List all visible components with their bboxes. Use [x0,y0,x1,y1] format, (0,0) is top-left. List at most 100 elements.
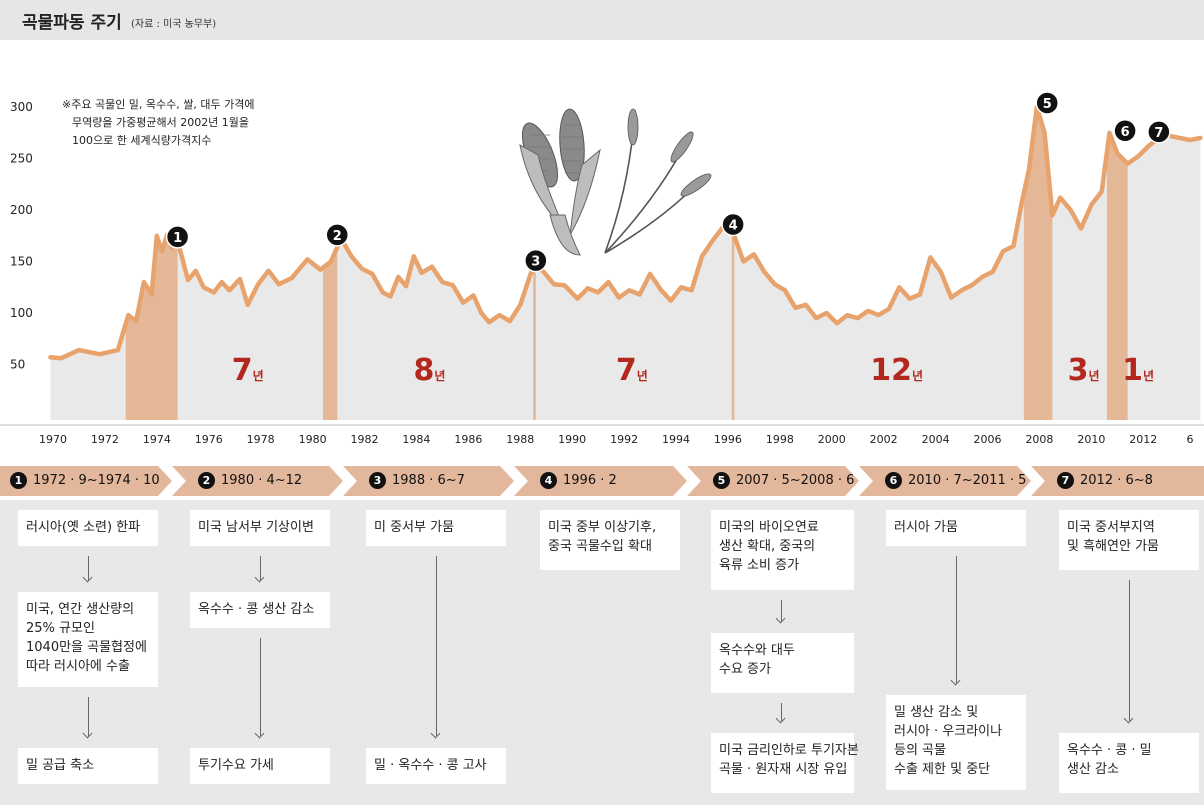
event-marker-label: 7 [1154,126,1163,141]
x-tick-label: 1988 [506,433,534,446]
interval-years: 8 [413,353,434,388]
event-text: 옥수수 · 콩 생산 감소 [198,602,315,617]
timeline-bar: 1 1972 · 9~1974 · 10 2 1980 · 4~12 3 1988 · 6… [0,466,1204,496]
timeline-number-badge: 6 [885,472,902,489]
x-tick-label: 2006 [974,433,1002,446]
interval-label: 7년 [616,353,648,388]
interval-unit: 년 [253,369,264,383]
x-tick-label: 1982 [351,433,379,446]
y-tick-label: 100 [10,306,33,320]
event-box: 미국 남서부 기상이변 [190,510,330,546]
down-arrow-icon [260,556,261,580]
timeline-period: 7 2012 · 6~8 [1057,472,1153,489]
x-tick-label: 1986 [454,433,482,446]
x-tick-label: 1996 [714,433,742,446]
event-text: 및 흑해연안 가뭄 [1067,539,1159,554]
event-marker [1147,120,1171,144]
event-box: 미국 중서부지역 및 흑해연안 가뭄 [1059,510,1199,570]
event-box: 투기수요 가세 [190,748,330,784]
down-arrow-icon [260,638,261,736]
y-tick-label: 200 [10,203,33,217]
event-text: 생산 감소 [1067,762,1119,777]
event-marker-label: 1 [173,231,182,246]
event-marker-label: 4 [729,219,738,234]
event-box: 밀 공급 축소 [18,748,158,784]
timeline-period-label: 1996 · 2 [563,473,617,488]
interval-years: 1 [1122,353,1143,388]
x-tick-label: 1998 [766,433,794,446]
timeline-period-label: 2010 · 7~2011 · 5 [908,473,1027,488]
event-marker [165,225,190,249]
interval-unit: 년 [1088,369,1099,383]
event-marker-label: 3 [531,255,540,270]
y-tick-label: 250 [10,152,33,166]
title-bar: 곡물파동 주기 (자료 : 미국 농무부) [0,0,1204,40]
event-text: 러시아 가뭄 [894,520,958,535]
event-marker-label: 5 [1043,97,1052,112]
event-text: 중국 곡물수입 확대 [548,539,652,554]
event-marker [1035,91,1059,115]
x-tick-label: 6 [1187,433,1194,446]
event-box: 밀 · 옥수수 · 콩 고사 [366,748,506,784]
interval-years: 7 [232,353,253,388]
down-arrow-icon [436,556,437,736]
interval-unit: 년 [1143,369,1154,383]
timeline-period-label: 2012 · 6~8 [1080,473,1153,488]
event-text: 25% 규모인 [26,621,95,636]
event-box: 미국의 바이오연료 생산 확대, 중국의 육류 소비 증가 [711,510,854,590]
note-line: ※주요 곡물인 밀, 옥수수, 쌀, 대두 가격에 [62,98,255,111]
event-marker [721,212,745,237]
grain-illustration-icon [519,108,712,256]
timeline-number-badge: 1 [10,472,27,489]
timeline-period-label: 1972 · 9~1974 · 10 [33,473,160,488]
event-marker [524,248,548,273]
note-line: 100으로 한 세계식량가격지수 [72,134,212,147]
event-text: 옥수수와 대두 [719,643,795,658]
down-arrow-icon [88,556,89,580]
x-tick-label: 1992 [610,433,638,446]
event-text: 투기수요 가세 [198,758,274,773]
x-tick-label: 2002 [870,433,898,446]
y-tick-label: 150 [10,255,33,269]
timeline-period: 5 2007 · 5~2008 · 6 [713,472,854,489]
event-box: 미국, 연간 생산량의 25% 규모인 1040만을 곡물협정에 따라 러시아에 수출 [18,592,158,687]
event-text: 미국 중부 이상기후, [548,520,657,535]
event-text: 생산 확대, 중국의 [719,539,816,554]
y-tick-label: 300 [10,100,33,114]
event-box: 미국 중부 이상기후, 중국 곡물수입 확대 [540,510,680,570]
timeline-period: 1 1972 · 9~1974 · 10 [10,472,160,489]
event-text: 곡물 · 원자재 시장 유입 [719,762,848,777]
interval-label: 8년 [413,353,445,388]
interval-unit: 년 [912,369,923,383]
event-text: 밀 생산 감소 및 [894,705,979,720]
event-text: 수요 증가 [719,662,771,677]
x-tick-label: 1978 [247,433,275,446]
timeline-number-badge: 5 [713,472,730,489]
shaded-period [323,247,338,420]
event-box: 옥수수 · 콩 생산 감소 [190,592,330,628]
timeline-period-label: 1980 · 4~12 [221,473,303,488]
event-text: 미국의 바이오연료 [719,520,819,535]
chart-note: ※주요 곡물인 밀, 옥수수, 쌀, 대두 가격에 무역량을 가중평균해서 20… [62,96,255,150]
interval-label: 12년 [870,353,923,388]
area-fill [50,107,1201,420]
shaded-period [1023,107,1053,420]
event-box: 러시아(옛 소련) 한파 [18,510,158,546]
interval-years: 7 [616,353,637,388]
event-text: 러시아(옛 소련) 한파 [26,520,141,535]
event-text: 밀 · 옥수수 · 콩 고사 [374,758,487,773]
shaded-period [731,232,735,420]
interval-unit: 년 [637,369,648,383]
note-line: 무역량을 가중평균해서 2002년 1월을 [72,116,250,129]
event-text: 옥수수 · 콩 · 밀 [1067,743,1152,758]
timeline-period-label: 1988 · 6~7 [392,473,465,488]
x-tick-label: 1994 [662,433,690,446]
event-box: 러시아 가뭄 [886,510,1026,546]
event-box: 미 중서부 가뭄 [366,510,506,546]
down-arrow-icon [1129,580,1130,721]
event-text: 미국 금리인하로 투기자본 [719,743,859,758]
event-text: 미 중서부 가뭄 [374,520,455,535]
